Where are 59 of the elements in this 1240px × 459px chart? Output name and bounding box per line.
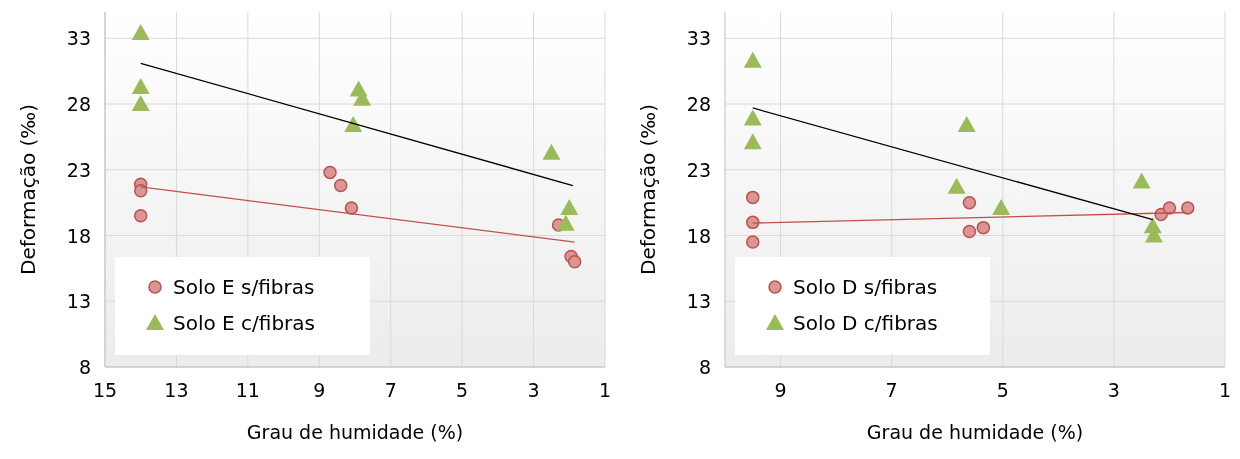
point <box>1132 172 1151 189</box>
point <box>131 77 150 94</box>
point <box>746 235 760 249</box>
y-tick-label: 33 <box>686 27 711 50</box>
point <box>947 177 966 194</box>
x-tick-label: 1 <box>1218 379 1232 401</box>
x-tick-label: 1 <box>598 379 612 401</box>
point <box>131 95 150 112</box>
y-tick-label: 28 <box>686 93 711 116</box>
point <box>992 198 1011 215</box>
y-tick-label: 8 <box>698 356 711 378</box>
point <box>743 51 762 68</box>
point <box>323 165 337 180</box>
y-axis-title: Deformação (‰) <box>16 104 40 275</box>
y-tick-label: 23 <box>66 158 91 181</box>
y-tick-label: 13 <box>66 290 91 313</box>
x-tick-label: 3 <box>527 379 540 401</box>
x-axis-title: Grau de humidade (%) <box>866 421 1084 443</box>
legend-label: Solo E s/fibras <box>173 275 315 299</box>
point <box>556 214 575 231</box>
x-tick-label: 9 <box>774 379 787 401</box>
point <box>133 209 148 223</box>
y-tick-label: 18 <box>66 224 91 247</box>
point <box>746 190 760 205</box>
y-tick-label: 13 <box>686 290 711 313</box>
x-tick-label: 7 <box>384 379 397 401</box>
point <box>962 195 977 210</box>
x-tick-label: 5 <box>456 379 469 401</box>
point <box>743 133 762 150</box>
legend-label: Solo D c/fibras <box>793 311 938 335</box>
point <box>133 184 148 198</box>
x-axis-title: Grau de humidade (%) <box>246 421 464 443</box>
y-axis-title: Deformação (‰) <box>636 104 660 275</box>
point <box>567 255 582 269</box>
x-tick-label: 9 <box>313 379 326 401</box>
y-tick-label: 28 <box>66 93 91 116</box>
point <box>1181 201 1195 215</box>
point <box>560 198 579 215</box>
y-tick-label: 18 <box>686 224 711 247</box>
x-tick-label: 11 <box>235 379 260 401</box>
point <box>344 116 363 133</box>
point <box>131 24 150 41</box>
legend-label: Solo E c/fibras <box>173 311 316 335</box>
x-tick-label: 13 <box>164 379 189 401</box>
point <box>344 201 359 215</box>
y-tick-label: 33 <box>66 27 91 50</box>
point <box>957 116 976 133</box>
legend-label: Solo D s/fibras <box>793 275 938 299</box>
point <box>542 143 561 160</box>
y-tick-label: 23 <box>686 158 711 181</box>
x-tick-label: 3 <box>1107 379 1120 401</box>
x-tick-label: 5 <box>996 379 1009 401</box>
point <box>743 109 762 126</box>
point <box>976 220 991 235</box>
point <box>333 178 348 193</box>
x-tick-label: 15 <box>92 379 118 401</box>
y-tick-label: 8 <box>78 356 91 378</box>
point <box>962 224 977 239</box>
x-tick-label: 7 <box>885 379 898 401</box>
